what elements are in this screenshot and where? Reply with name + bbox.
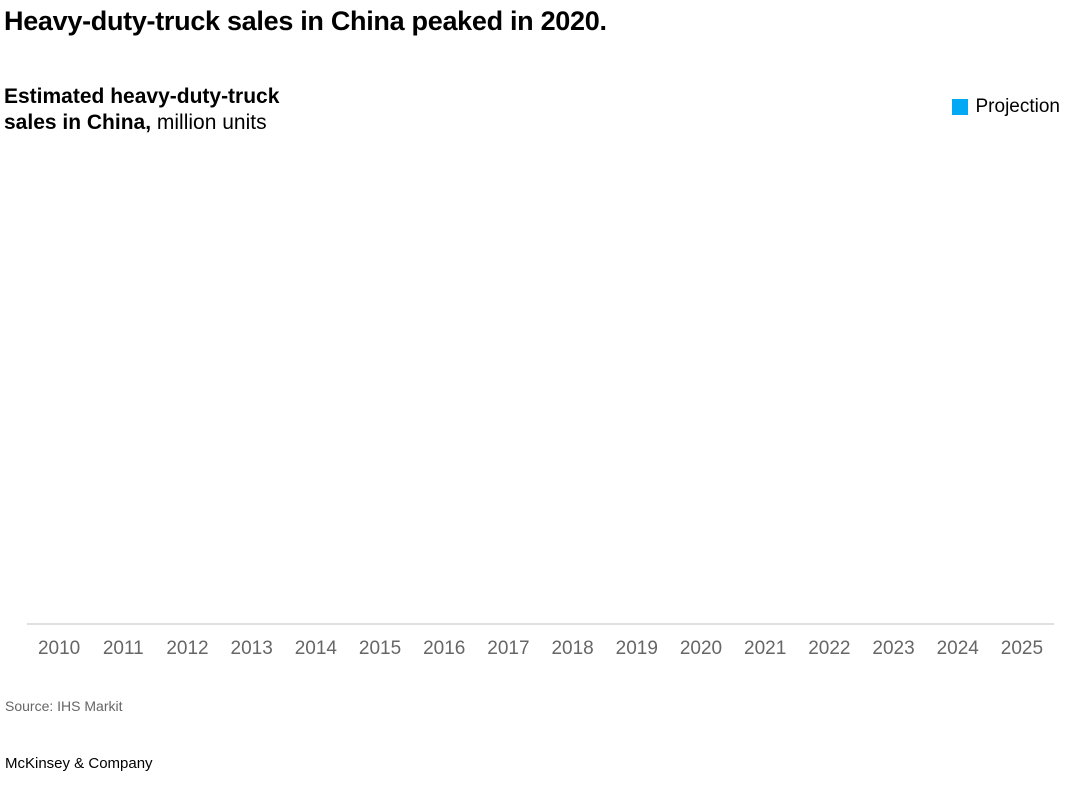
x-tick-label: 2019 [616,638,658,659]
x-tick-label: 2015 [359,638,401,659]
x-tick-label: 2010 [38,638,80,659]
x-tick-label: 2025 [1001,638,1043,659]
brand-logo: McKinsey & Company [5,755,153,772]
x-tick-label: 2017 [487,638,529,659]
subtitle-unit: million units [151,111,267,134]
x-tick-label: 2018 [551,638,593,659]
legend-swatch-projection [951,99,968,115]
x-tick-label: 2020 [680,638,722,659]
x-tick-label: 2014 [295,638,338,659]
chart-title: Heavy-duty-truck sales in China peaked i… [4,6,607,36]
x-tick-label: 2016 [423,638,465,659]
legend-label-projection: Projection [975,96,1061,117]
x-tick-label: 2024 [937,638,980,659]
chart-subtitle: Estimated heavy-duty-truck sales in Chin… [4,84,324,136]
x-tick-label: 2022 [808,638,850,659]
x-tick-label: 2013 [231,638,273,659]
legend: Projection [951,96,1061,118]
subtitle-bold: Estimated heavy-duty-truck sales in Chin… [4,85,280,134]
x-tick-label: 2011 [103,638,144,659]
x-tick-label: 2023 [872,638,914,659]
source-note: Source: IHS Markit [5,698,123,714]
x-tick-label: 2021 [744,638,786,659]
x-tick-label: 2012 [166,638,208,659]
